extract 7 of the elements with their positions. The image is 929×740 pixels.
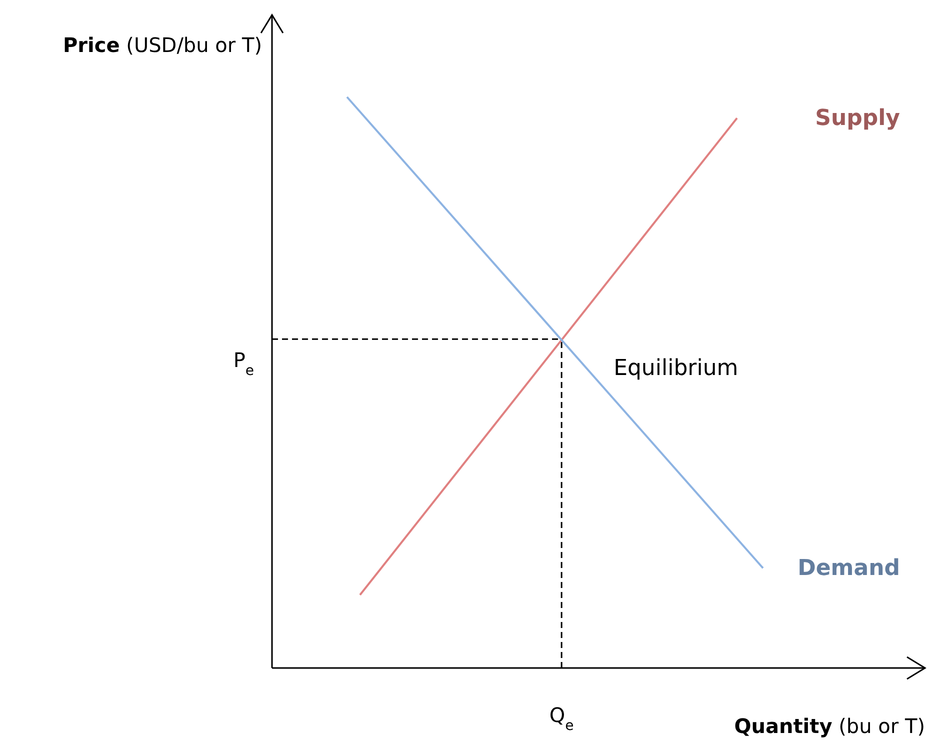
y-axis-title: Price (USD/bu or T) [63, 33, 262, 57]
text: Supply [815, 106, 900, 132]
series-label: Demand [798, 556, 900, 582]
ref-line-label: P$_{e}$ [233, 348, 254, 380]
annotation: Equilibrium [614, 356, 738, 382]
x-axis-title: Quantity (bu or T) [734, 714, 925, 738]
text: Q$_{e}$ [549, 703, 574, 734]
